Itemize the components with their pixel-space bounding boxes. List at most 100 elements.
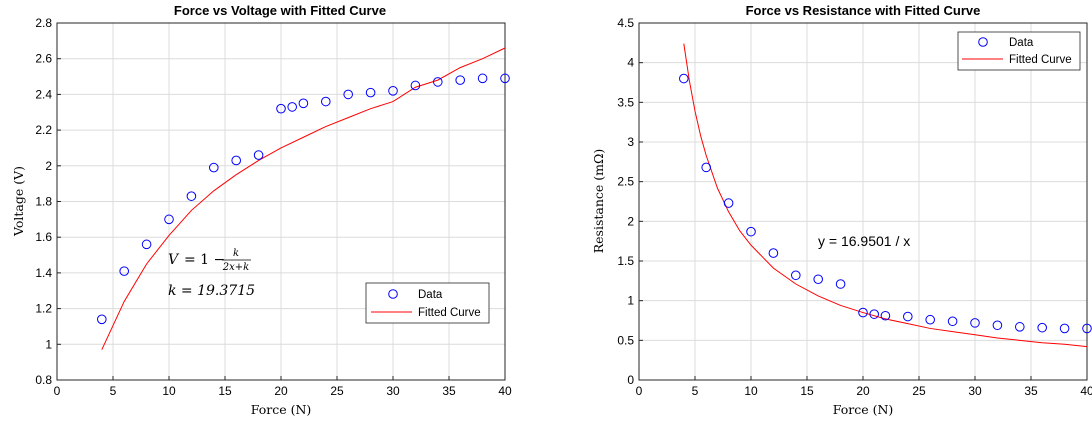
- data-point: [925, 314, 936, 325]
- y-tick-label: 2: [45, 159, 52, 173]
- y-tick-label: 0.8: [35, 373, 52, 387]
- data-point: [679, 73, 689, 84]
- data-point: [768, 248, 779, 258]
- data-point: [410, 80, 421, 91]
- series-layer: [97, 47, 510, 350]
- fitted-curve-line: [101, 47, 506, 350]
- x-axis-label: Force (N): [251, 402, 312, 417]
- x-axis: 0 5 10 15 20 25 30 35 40: [636, 376, 1092, 398]
- x-tick-label: 35: [1024, 384, 1038, 398]
- y-tick-label: 3.5: [617, 95, 634, 109]
- chart-title: Force vs Voltage with Fitted Curve: [174, 3, 386, 18]
- k-annotation: k = 19.3715: [168, 283, 255, 299]
- series-layer: [679, 43, 1092, 348]
- legend-label-data: Data: [1009, 37, 1034, 49]
- x-tick-label: 30: [968, 384, 982, 398]
- x-tick-label: 10: [744, 384, 758, 398]
- y-tick-label: 1: [627, 294, 634, 308]
- fitted-curve-line: [683, 43, 1088, 348]
- x-tick-label: 30: [386, 384, 400, 398]
- data-point: [276, 103, 286, 114]
- grid: [638, 22, 1088, 381]
- y-tick-label: 2.5: [617, 175, 634, 189]
- data-point: [164, 214, 174, 225]
- legend-label-data: Data: [418, 289, 443, 301]
- formula-annotation: V = 1 − k 2x+k: [168, 248, 251, 273]
- y-tick-label: 2.6: [35, 52, 52, 66]
- data-point: [970, 318, 980, 328]
- y-tick-label: 0: [627, 373, 634, 387]
- x-tick-label: 20: [856, 384, 870, 398]
- data-point: [1037, 322, 1047, 333]
- data-point: [298, 98, 309, 109]
- y-tick-label: 2.8: [35, 16, 52, 30]
- y-axis-label: Resistance (mΩ): [591, 149, 606, 254]
- y-tick-label: 0.5: [617, 333, 634, 347]
- formula-annotation: y = 16.9501 / x: [818, 233, 910, 249]
- data-point: [500, 73, 510, 84]
- x-tick-label: 0: [636, 384, 643, 398]
- x-tick-label: 15: [218, 384, 232, 398]
- y-tick-label: 1.5: [617, 254, 634, 268]
- resistance-chart: Force vs Resistance with Fitted Curve 0 5…: [591, 3, 1092, 417]
- legend-marker-data: [978, 37, 988, 47]
- y-tick-label: 1.4: [35, 266, 52, 280]
- x-tick-label: 0: [54, 384, 61, 398]
- data-point: [209, 162, 219, 173]
- y-tick-label: 1.6: [35, 230, 52, 244]
- data-point: [791, 270, 801, 281]
- data-point: [880, 310, 891, 321]
- y-tick-label: 2: [627, 214, 634, 228]
- y-tick-label: 1.2: [35, 302, 52, 316]
- data-point: [858, 307, 868, 318]
- y-axis: 0.8 1 1.2 1.4 1.6 1.8 2 2.2 2.4 2.6 2.8: [35, 16, 61, 387]
- y-axis: 0 0.5 1 1.5 2 2.5 3 3.5 4 4.5: [617, 16, 643, 387]
- data-point: [433, 77, 443, 87]
- data-point: [746, 226, 756, 237]
- chart-title: Force vs Resistance with Fitted Curve: [746, 3, 981, 18]
- data-point: [1082, 323, 1092, 334]
- x-tick-label: 20: [274, 384, 288, 398]
- data-point: [1015, 322, 1025, 332]
- data-point: [388, 86, 398, 96]
- x-tick-label: 25: [330, 384, 344, 398]
- y-tick-label: 4.5: [617, 16, 634, 30]
- data-point: [477, 73, 488, 84]
- x-tick-label: 5: [692, 384, 699, 398]
- y-axis-label: Voltage (V): [11, 166, 26, 237]
- grid: [56, 22, 506, 381]
- x-tick-label: 10: [162, 384, 176, 398]
- y-tick-label: 2.2: [35, 123, 52, 137]
- y-tick-label: 4: [627, 56, 634, 70]
- legend: Data Fitted Curve: [957, 31, 1081, 71]
- svg-text:2x+k: 2x+k: [222, 262, 249, 273]
- data-point: [231, 155, 241, 166]
- data-point: [835, 279, 846, 289]
- data-point: [903, 311, 913, 322]
- data-point: [1059, 323, 1070, 334]
- legend-marker-data: [388, 289, 398, 299]
- x-tick-label: 40: [1080, 384, 1092, 398]
- data-point: [813, 274, 824, 285]
- x-tick-label: 5: [110, 384, 117, 398]
- data-point: [287, 102, 298, 112]
- x-axis-label: Force (N): [833, 402, 894, 417]
- data-point: [186, 191, 197, 201]
- data-point: [723, 198, 734, 208]
- data-point: [455, 75, 466, 85]
- data-point: [992, 320, 1003, 331]
- data-point: [321, 96, 331, 107]
- legend: Data Fitted Curve: [365, 282, 490, 324]
- data-point: [253, 150, 264, 160]
- x-tick-label: 15: [800, 384, 814, 398]
- voltage-chart: Force vs Voltage with Fitted Curve 0 5 10 1…: [11, 3, 512, 417]
- data-point: [119, 266, 129, 276]
- data-point: [141, 239, 152, 250]
- x-tick-label: 25: [912, 384, 926, 398]
- data-point: [947, 316, 958, 327]
- y-tick-label: 2.4: [35, 87, 52, 101]
- x-tick-label: 40: [498, 384, 512, 398]
- data-point: [365, 87, 376, 98]
- y-tick-label: 1: [45, 337, 52, 351]
